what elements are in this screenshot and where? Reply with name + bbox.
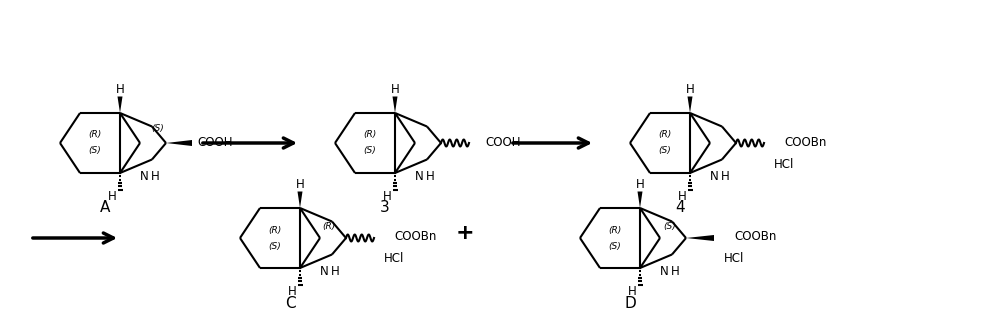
Polygon shape xyxy=(392,96,398,113)
Text: COOH: COOH xyxy=(197,135,232,149)
Text: N: N xyxy=(320,265,328,278)
Text: H: H xyxy=(628,285,636,298)
Text: H: H xyxy=(721,170,730,183)
Text: N: N xyxy=(710,170,718,183)
Text: (R): (R) xyxy=(363,131,377,139)
Text: (S): (S) xyxy=(659,147,671,155)
Text: COOH: COOH xyxy=(485,135,520,149)
Text: N: N xyxy=(140,170,148,183)
Text: 4: 4 xyxy=(675,200,685,215)
Text: HCl: HCl xyxy=(384,253,404,265)
Text: D: D xyxy=(624,296,636,311)
Text: N: N xyxy=(660,265,668,278)
Text: H: H xyxy=(678,190,686,203)
Text: (S): (S) xyxy=(152,125,164,133)
Text: H: H xyxy=(636,178,644,191)
Text: H: H xyxy=(383,190,391,203)
Text: N: N xyxy=(415,170,423,183)
Polygon shape xyxy=(638,192,642,208)
Text: H: H xyxy=(686,83,694,96)
Polygon shape xyxy=(688,96,692,113)
Text: (R): (R) xyxy=(323,221,336,231)
Text: (R): (R) xyxy=(88,131,102,139)
Text: +: + xyxy=(456,223,474,243)
Text: H: H xyxy=(288,285,296,298)
Text: (R): (R) xyxy=(658,131,672,139)
Text: H: H xyxy=(426,170,435,183)
Text: (S): (S) xyxy=(609,241,621,251)
Text: H: H xyxy=(151,170,160,183)
Polygon shape xyxy=(118,96,122,113)
Text: H: H xyxy=(391,83,399,96)
Text: H: H xyxy=(671,265,680,278)
Text: (S): (S) xyxy=(269,241,281,251)
Polygon shape xyxy=(298,192,302,208)
Text: COOBn: COOBn xyxy=(784,135,826,149)
Text: C: C xyxy=(285,296,295,311)
Text: (R): (R) xyxy=(608,226,622,235)
Text: (R): (R) xyxy=(268,226,282,235)
Text: 3: 3 xyxy=(380,200,390,215)
Text: COOBn: COOBn xyxy=(734,231,776,243)
Text: (S): (S) xyxy=(364,147,376,155)
Text: H: H xyxy=(116,83,124,96)
Text: COOBn: COOBn xyxy=(394,231,436,243)
Text: H: H xyxy=(296,178,304,191)
Text: H: H xyxy=(108,190,116,203)
Text: (S): (S) xyxy=(89,147,101,155)
Text: HCl: HCl xyxy=(774,157,794,171)
Text: (S): (S) xyxy=(663,221,676,231)
Text: A: A xyxy=(100,200,110,215)
Polygon shape xyxy=(686,235,714,241)
Text: HCl: HCl xyxy=(724,253,744,265)
Polygon shape xyxy=(166,140,192,146)
Text: H: H xyxy=(331,265,340,278)
